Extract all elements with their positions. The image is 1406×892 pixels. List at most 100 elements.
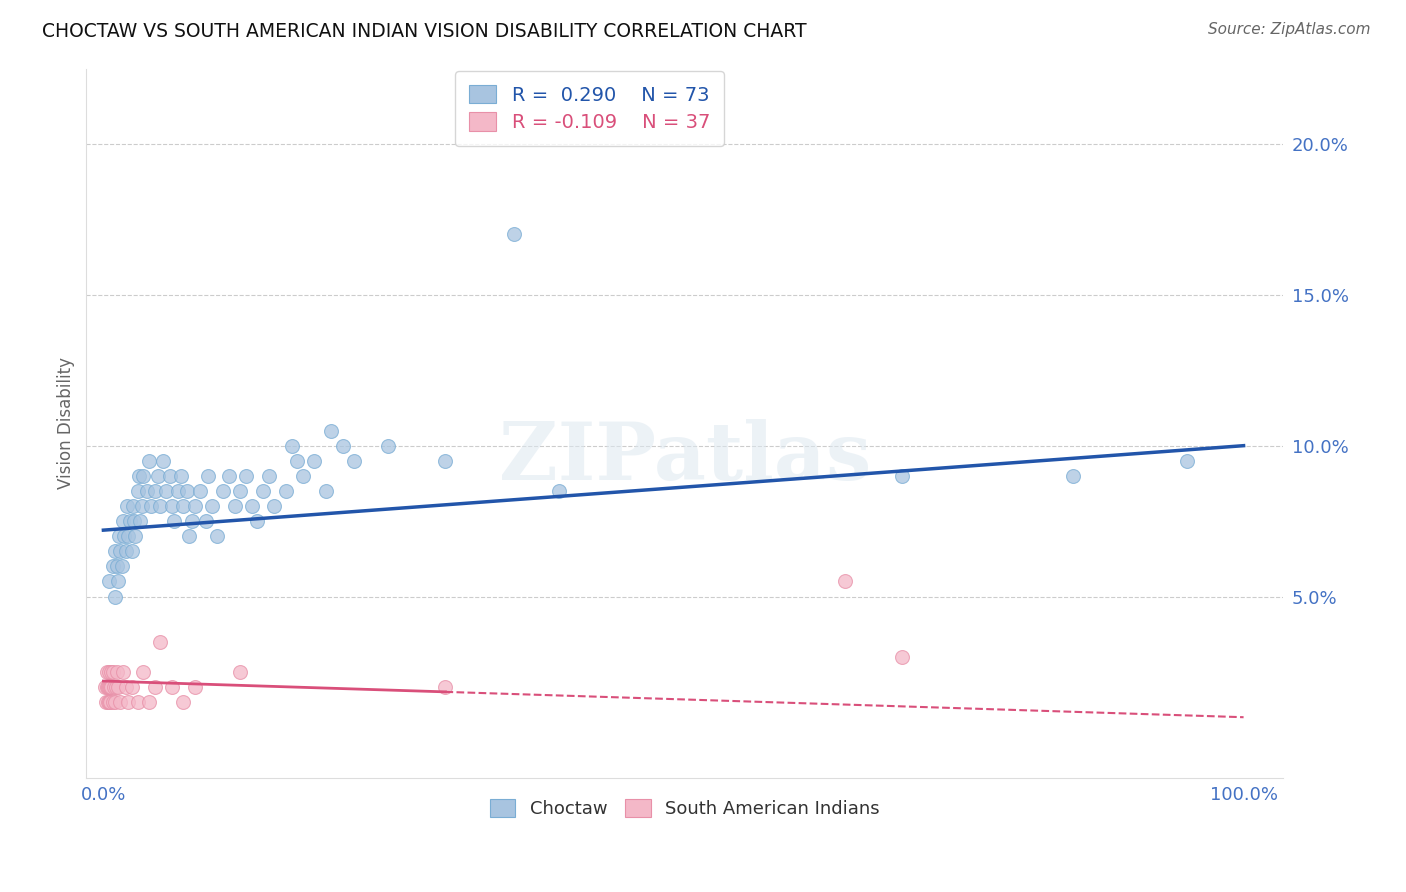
Point	[121, 544, 143, 558]
Point	[146, 468, 169, 483]
Point	[93, 680, 115, 694]
Point	[143, 680, 166, 694]
Point	[128, 468, 150, 483]
Point	[101, 665, 124, 679]
Point	[97, 695, 120, 709]
Point	[159, 468, 181, 483]
Point	[1175, 454, 1198, 468]
Point	[152, 454, 174, 468]
Point	[115, 544, 138, 558]
Point	[229, 665, 252, 679]
Point	[181, 514, 204, 528]
Point	[104, 680, 127, 694]
Point	[315, 483, 337, 498]
Point	[127, 483, 149, 498]
Point	[100, 665, 122, 679]
Point	[135, 483, 157, 498]
Point	[332, 439, 354, 453]
Point	[111, 665, 134, 679]
Point	[107, 680, 129, 694]
Point	[98, 680, 121, 694]
Point	[128, 514, 150, 528]
Point	[138, 454, 160, 468]
Y-axis label: Vision Disability: Vision Disability	[58, 357, 75, 489]
Point	[224, 499, 246, 513]
Point	[197, 468, 219, 483]
Point	[105, 559, 128, 574]
Point	[104, 590, 127, 604]
Point	[132, 665, 155, 679]
Point	[240, 499, 263, 513]
Point	[104, 544, 127, 558]
Point	[121, 680, 143, 694]
Point	[285, 454, 308, 468]
Point	[263, 499, 285, 513]
Point	[104, 695, 127, 709]
Point	[434, 680, 457, 694]
Point	[131, 499, 153, 513]
Point	[110, 544, 132, 558]
Point	[98, 695, 121, 709]
Point	[195, 514, 218, 528]
Point	[890, 468, 912, 483]
Point	[176, 483, 198, 498]
Point	[127, 695, 149, 709]
Point	[188, 483, 211, 498]
Point	[274, 483, 297, 498]
Point	[97, 680, 120, 694]
Point	[834, 574, 856, 589]
Point	[100, 680, 122, 694]
Point	[280, 439, 302, 453]
Point	[304, 454, 326, 468]
Point	[434, 454, 457, 468]
Point	[257, 468, 280, 483]
Point	[155, 483, 177, 498]
Point	[160, 499, 183, 513]
Point	[124, 529, 146, 543]
Point	[111, 559, 134, 574]
Point	[149, 634, 172, 648]
Point	[94, 695, 117, 709]
Point	[377, 439, 399, 453]
Point	[101, 695, 124, 709]
Point	[101, 559, 124, 574]
Text: CHOCTAW VS SOUTH AMERICAN INDIAN VISION DISABILITY CORRELATION CHART: CHOCTAW VS SOUTH AMERICAN INDIAN VISION …	[42, 22, 807, 41]
Point	[502, 227, 524, 242]
Point	[160, 680, 183, 694]
Point	[98, 695, 121, 709]
Point	[183, 499, 205, 513]
Point	[207, 529, 229, 543]
Point	[112, 529, 135, 543]
Point	[117, 695, 139, 709]
Point	[252, 483, 274, 498]
Point	[177, 529, 200, 543]
Point	[110, 695, 132, 709]
Point	[111, 514, 134, 528]
Point	[105, 665, 128, 679]
Point	[321, 424, 343, 438]
Point	[163, 514, 186, 528]
Point	[1062, 468, 1084, 483]
Point	[218, 468, 240, 483]
Point	[117, 529, 139, 543]
Point	[117, 499, 139, 513]
Point	[291, 468, 314, 483]
Point	[98, 680, 121, 694]
Point	[890, 649, 912, 664]
Point	[98, 665, 121, 679]
Point	[201, 499, 224, 513]
Point	[343, 454, 366, 468]
Point	[143, 483, 166, 498]
Point	[132, 468, 155, 483]
Point	[103, 680, 125, 694]
Point	[98, 574, 121, 589]
Text: Source: ZipAtlas.com: Source: ZipAtlas.com	[1208, 22, 1371, 37]
Point	[172, 695, 194, 709]
Point	[548, 483, 571, 498]
Point	[122, 499, 145, 513]
Point	[229, 483, 252, 498]
Point	[246, 514, 269, 528]
Point	[96, 665, 118, 679]
Point	[118, 514, 141, 528]
Point	[108, 529, 131, 543]
